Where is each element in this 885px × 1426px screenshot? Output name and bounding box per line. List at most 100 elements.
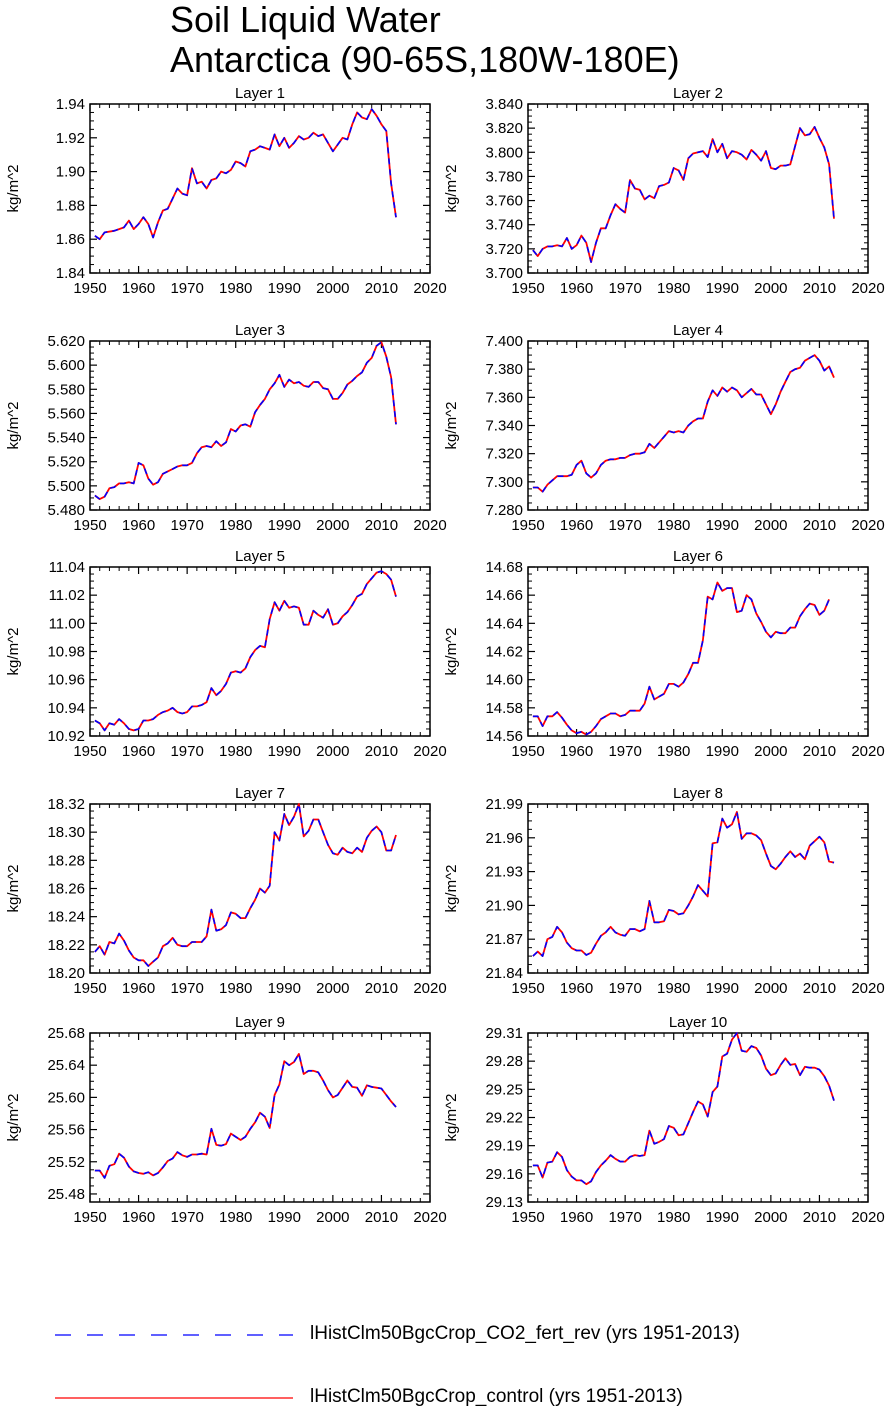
plot-frame [527, 1032, 869, 1203]
x-tick-label: 1980 [657, 743, 690, 760]
x-tick-label: 1980 [219, 280, 252, 297]
y-tick-label: 1.86 [56, 231, 85, 248]
y-tick-label: 14.66 [485, 587, 523, 604]
x-tick-label: 1960 [122, 280, 155, 297]
x-tick-label: 2020 [413, 1209, 446, 1226]
x-tick-label: 1950 [73, 280, 106, 297]
y-tick-label: 29.31 [485, 1025, 523, 1042]
y-tick-label: 29.25 [485, 1081, 523, 1098]
panel-layer-5: Layer 5 kg/m^2 1950 1960 1970 1980 1990 2000 201… [5, 548, 447, 760]
plot-frame [89, 103, 431, 274]
x-tick-label: 1950 [73, 743, 106, 760]
x-tick-label: 2010 [803, 743, 836, 760]
x-tick-label: 2020 [413, 280, 446, 297]
x-tick-label: 1990 [268, 980, 301, 997]
legend-dash-line [55, 1334, 293, 1336]
x-tick-label: 1960 [560, 743, 593, 760]
y-tick-label: 21.93 [485, 864, 523, 881]
x-tick-label: 1990 [268, 1209, 301, 1226]
y-axis-label: kg/m^2 [5, 165, 22, 213]
x-tick-label: 2000 [754, 280, 787, 297]
series-line-co2-fert-rev [532, 126, 835, 263]
y-tick-label: 25.60 [47, 1089, 85, 1106]
y-tick-label: 21.96 [485, 830, 523, 847]
y-tick-label: 3.780 [485, 168, 523, 185]
y-tick-label: 3.840 [485, 96, 523, 113]
x-tick-label: 1960 [122, 517, 155, 534]
y-tick-label: 3.700 [485, 265, 523, 282]
series-line-control [532, 581, 830, 736]
x-tick-label: 1990 [706, 517, 739, 534]
series-line-co2-fert-rev [532, 1032, 835, 1185]
y-tick-label: 21.90 [485, 897, 523, 914]
panel-layer-7: Layer 7 kg/m^2 1950 1960 1970 1980 1990 2000 201… [5, 785, 447, 997]
series-line-co2-fert-rev [532, 811, 835, 957]
series-line-co2-fert-rev [532, 354, 835, 493]
y-axis-label: kg/m^2 [443, 402, 460, 450]
x-tick-label: 2010 [365, 517, 398, 534]
y-tick-label: 1.84 [56, 265, 85, 282]
y-tick-label: 5.580 [47, 381, 85, 398]
y-tick-label: 25.56 [47, 1122, 85, 1139]
x-tick-label: 2020 [413, 980, 446, 997]
x-tick-label: 1990 [268, 517, 301, 534]
x-tick-label: 2000 [316, 743, 349, 760]
chart-title: Soil Liquid Water Antarctica (90-65S,180… [170, 0, 680, 80]
panel-title: Layer 7 [235, 785, 285, 802]
x-tick-label: 2010 [365, 980, 398, 997]
x-tick-label: 2000 [754, 980, 787, 997]
x-tick-label: 1950 [511, 980, 544, 997]
y-tick-label: 7.340 [485, 418, 523, 435]
series-line-co2-fert-rev [94, 108, 397, 240]
y-tick-label: 18.26 [47, 881, 85, 898]
x-tick-label: 1960 [122, 1209, 155, 1226]
y-tick-label: 29.16 [485, 1166, 523, 1183]
y-tick-label: 3.800 [485, 144, 523, 161]
panel-layer-8: Layer 8 kg/m^2 1950 1960 1970 1980 1990 2000 201… [443, 785, 885, 997]
y-tick-label: 7.380 [485, 361, 523, 378]
x-tick-label: 2010 [365, 280, 398, 297]
x-tick-label: 1970 [608, 980, 641, 997]
x-tick-label: 1970 [170, 517, 203, 534]
panel-layer-3: Layer 3 kg/m^2 1950 1960 1970 1980 1990 2000 201… [5, 322, 447, 534]
x-tick-label: 1980 [219, 1209, 252, 1226]
y-tick-label: 1.94 [56, 96, 85, 113]
y-tick-label: 14.56 [485, 728, 523, 745]
y-tick-label: 10.92 [47, 728, 85, 745]
series-line-co2-fert-rev [94, 341, 397, 500]
x-tick-label: 1970 [608, 743, 641, 760]
plot-frame [527, 340, 869, 511]
y-tick-label: 1.90 [56, 164, 85, 181]
x-tick-label: 1970 [170, 743, 203, 760]
x-tick-label: 2000 [316, 980, 349, 997]
y-axis-label: kg/m^2 [443, 165, 460, 213]
series-line-control [94, 341, 397, 500]
panel-title: Layer 6 [673, 548, 723, 565]
y-axis-label: kg/m^2 [443, 865, 460, 913]
y-axis-label: kg/m^2 [5, 1094, 22, 1142]
y-tick-label: 29.13 [485, 1194, 523, 1211]
x-tick-label: 1950 [511, 743, 544, 760]
y-tick-label: 25.64 [47, 1057, 85, 1074]
x-tick-label: 2020 [413, 517, 446, 534]
y-tick-label: 11.04 [49, 559, 85, 576]
y-tick-label: 10.98 [47, 644, 85, 661]
series-line-control [94, 803, 397, 967]
panel-title: Layer 2 [673, 85, 723, 102]
x-tick-label: 2010 [365, 1209, 398, 1226]
y-tick-label: 5.600 [47, 357, 85, 374]
x-tick-label: 1990 [706, 980, 739, 997]
y-axis-label: kg/m^2 [443, 628, 460, 676]
series-line-co2-fert-rev [94, 803, 397, 967]
x-tick-label: 2000 [316, 280, 349, 297]
legend-label-control: lHistClm50BgcCrop_control (yrs 1951-2013… [310, 1386, 683, 1407]
plot-frame [527, 803, 869, 974]
panel-title: Layer 5 [235, 548, 285, 565]
y-tick-label: 14.62 [485, 644, 523, 661]
y-tick-label: 25.48 [47, 1186, 85, 1203]
x-tick-label: 1980 [657, 517, 690, 534]
y-tick-label: 1.88 [56, 197, 85, 214]
x-tick-label: 2010 [803, 517, 836, 534]
plot-frame [527, 566, 869, 737]
y-axis-label: kg/m^2 [5, 628, 22, 676]
